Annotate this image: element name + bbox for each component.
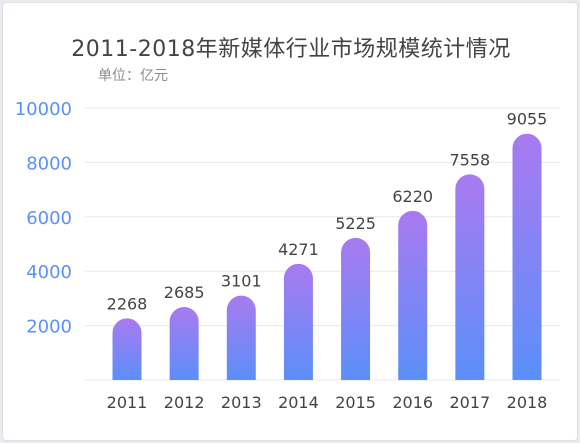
x-tick-label: 2016 — [392, 393, 433, 412]
y-tick-label: 10000 — [15, 99, 72, 120]
data-label-2014: 4271 — [278, 240, 319, 259]
data-label-2011: 2268 — [107, 294, 148, 313]
x-tick-label: 2011 — [107, 393, 148, 412]
unit-label: 单位：亿元 — [98, 68, 168, 84]
data-labels: 2268 2685 3101 4271 5225 6220 7558 9055 — [107, 110, 548, 314]
y-tick-label: 2000 — [26, 317, 72, 338]
bar-2018 — [512, 133, 542, 380]
x-tick-label: 2013 — [221, 393, 262, 412]
bar-2017 — [455, 174, 485, 380]
y-tick-label: 8000 — [26, 153, 72, 174]
x-axis: 2011 2012 2013 2014 2015 2016 2017 2018 — [107, 393, 548, 412]
data-label-2018: 9055 — [507, 110, 548, 129]
data-label-2013: 3101 — [221, 272, 262, 291]
bar-2011 — [112, 318, 142, 380]
bar-2016 — [398, 210, 428, 380]
bar-2014 — [283, 263, 313, 380]
data-label-2016: 6220 — [392, 187, 433, 206]
bar-2015 — [341, 237, 371, 380]
grid-lines — [85, 107, 560, 381]
data-label-2015: 5225 — [335, 214, 376, 233]
x-tick-label: 2018 — [507, 393, 548, 412]
bars — [112, 133, 542, 380]
bar-2013 — [226, 295, 256, 380]
y-axis: 2000 4000 6000 8000 10000 — [15, 99, 72, 338]
chart-title: 2011-2018年新媒体行业市场规模统计情况 — [71, 37, 511, 62]
data-label-2017: 7558 — [449, 150, 490, 169]
y-tick-label: 6000 — [26, 208, 72, 229]
x-tick-label: 2015 — [335, 393, 376, 412]
data-label-2012: 2685 — [164, 283, 205, 302]
x-tick-label: 2012 — [164, 393, 205, 412]
x-tick-label: 2017 — [449, 393, 490, 412]
bar-2012 — [169, 306, 199, 380]
y-tick-label: 4000 — [26, 262, 72, 283]
x-tick-label: 2014 — [278, 393, 319, 412]
